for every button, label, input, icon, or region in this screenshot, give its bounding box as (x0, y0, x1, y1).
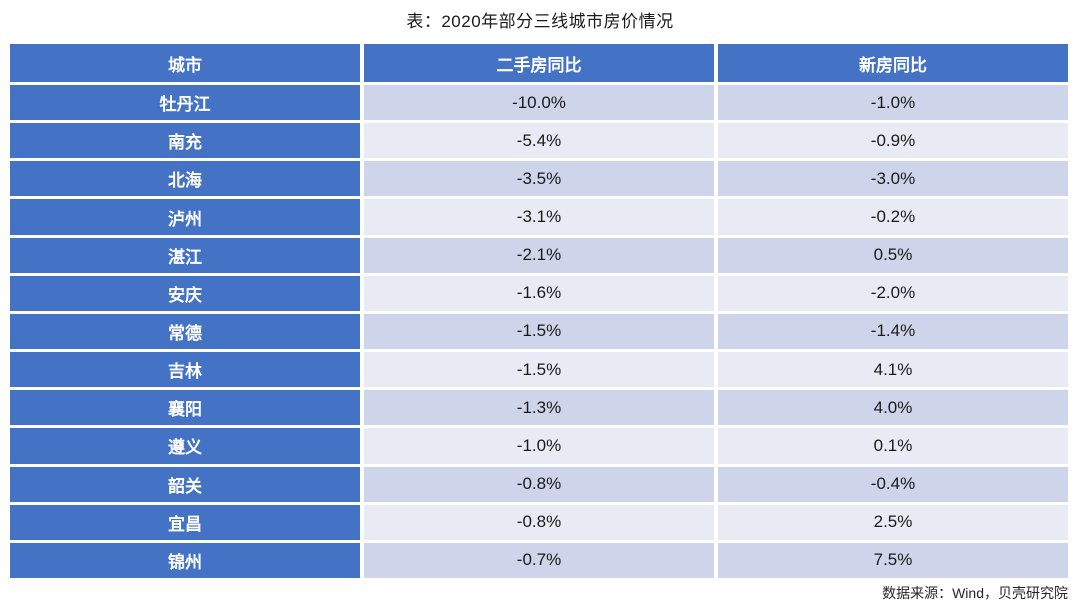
new-home-yoy-cell: 4.0% (718, 390, 1068, 426)
new-home-yoy-cell: 2.5% (718, 504, 1068, 540)
city-cell: 宜昌 (10, 504, 360, 540)
city-cell: 遵义 (10, 428, 360, 464)
city-cell: 泸州 (10, 199, 360, 235)
city-cell: 安庆 (10, 275, 360, 311)
city-cell: 吉林 (10, 352, 360, 388)
new-home-yoy-cell: -1.4% (718, 313, 1068, 350)
new-home-yoy-cell: -2.0% (718, 275, 1068, 311)
column-header-city: 城市 (10, 44, 360, 82)
second-hand-yoy-cell: -0.8% (364, 504, 714, 540)
second-hand-yoy-cell: -1.5% (364, 352, 714, 388)
column-header-second-hand-yoy: 二手房同比 (364, 44, 714, 82)
city-cell: 韶关 (10, 466, 360, 502)
new-home-yoy-cell: 0.5% (718, 237, 1068, 273)
new-home-yoy-cell: -3.0% (718, 161, 1068, 197)
second-hand-yoy-cell: -5.4% (364, 123, 714, 159)
housing-price-table: 城市 二手房同比 新房同比 牡丹江 -10.0% -1.0% 南充 -5.4% -0.9%… (10, 44, 1068, 578)
city-cell: 北海 (10, 161, 360, 197)
second-hand-yoy-cell: -1.5% (364, 313, 714, 350)
new-home-yoy-cell: -0.9% (718, 123, 1068, 159)
new-home-yoy-cell: -0.2% (718, 199, 1068, 235)
new-home-yoy-cell: -1.0% (718, 85, 1068, 121)
second-hand-yoy-cell: -10.0% (364, 85, 714, 121)
second-hand-yoy-cell: -1.6% (364, 275, 714, 311)
new-home-yoy-cell: -0.4% (718, 466, 1068, 502)
second-hand-yoy-cell: -0.7% (364, 542, 714, 578)
new-home-yoy-cell: 0.1% (718, 428, 1068, 464)
second-hand-yoy-cell: -3.1% (364, 199, 714, 235)
data-source-note: 数据来源：Wind，贝壳研究院 (882, 585, 1068, 601)
second-hand-yoy-cell: -1.3% (364, 390, 714, 426)
city-cell: 襄阳 (10, 390, 360, 426)
second-hand-yoy-cell: -3.5% (364, 161, 714, 197)
table-title: 表：2020年部分三线城市房价情况 (406, 12, 674, 31)
city-cell: 南充 (10, 123, 360, 159)
second-hand-yoy-cell: -1.0% (364, 428, 714, 464)
city-cell: 常德 (10, 313, 360, 350)
city-cell: 牡丹江 (10, 85, 360, 121)
city-cell: 湛江 (10, 237, 360, 273)
second-hand-yoy-cell: -2.1% (364, 237, 714, 273)
column-header-new-home-yoy: 新房同比 (718, 44, 1068, 82)
new-home-yoy-cell: 4.1% (718, 352, 1068, 388)
second-hand-yoy-cell: -0.8% (364, 466, 714, 502)
city-cell: 锦州 (10, 542, 360, 578)
new-home-yoy-cell: 7.5% (718, 542, 1068, 578)
